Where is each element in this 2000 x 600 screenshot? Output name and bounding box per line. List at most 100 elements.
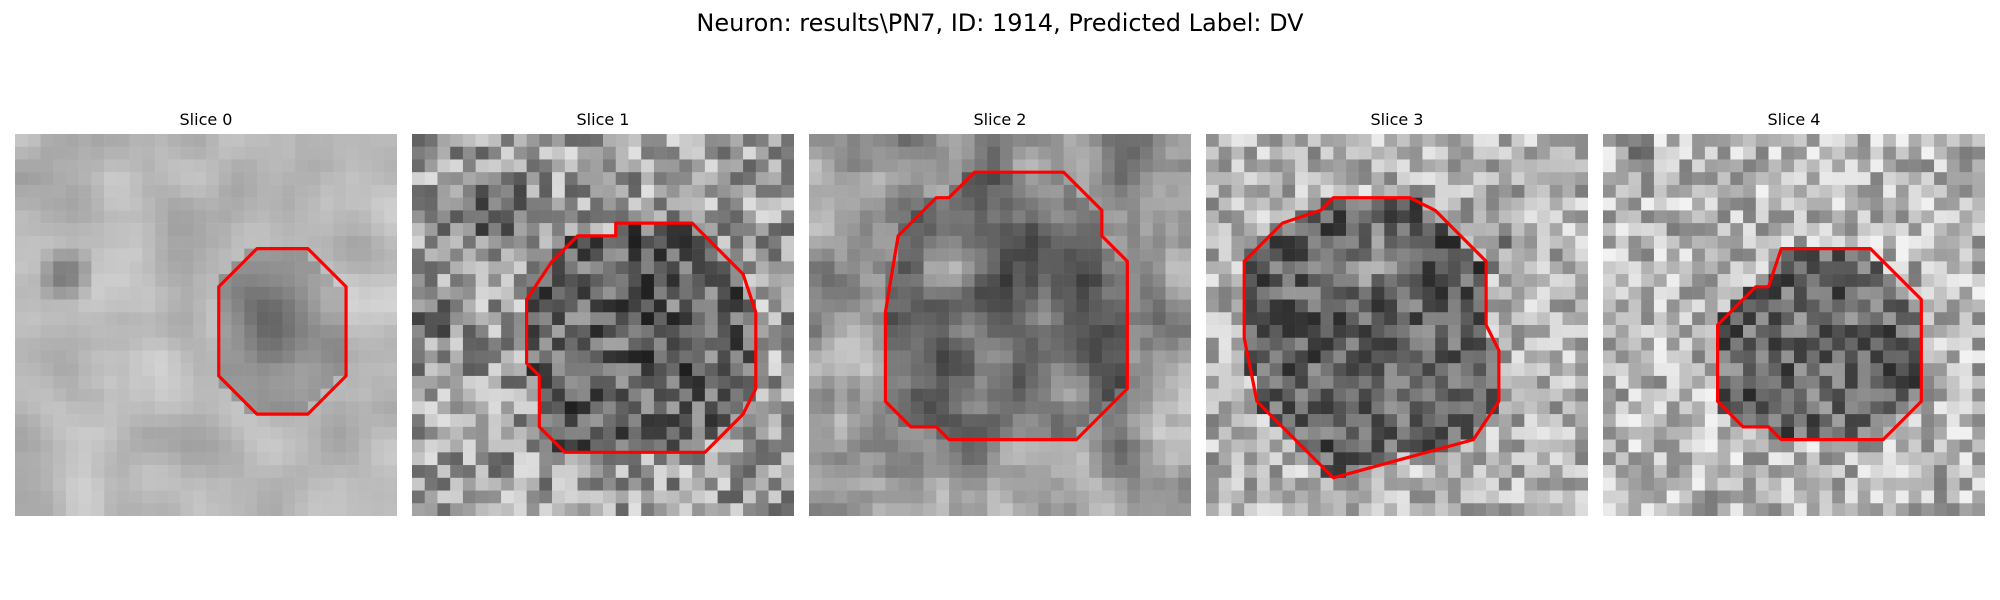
pixel [847,363,861,377]
pixel [1511,477,1525,491]
pixel [424,146,438,160]
pixel [1486,503,1500,516]
pixel [1152,401,1166,415]
pixel [821,465,835,479]
pixel [1524,337,1538,351]
pixel [730,248,744,262]
pixel [910,401,924,415]
pixel [358,210,372,224]
pixel [1498,235,1512,249]
pixel [1025,286,1039,300]
pixel [717,235,731,249]
pixel [603,286,616,300]
pixel [1384,439,1398,453]
pixel [1934,261,1948,275]
pixel [1755,223,1769,237]
pixel [1089,439,1103,453]
pixel [1946,375,1960,389]
pixel [501,261,515,275]
pixel [1921,375,1935,389]
pixel [641,414,655,428]
pixel [27,159,41,173]
pixel [116,465,130,479]
pixel [1101,184,1115,198]
pixel [1895,210,1909,224]
pixel [1537,286,1551,300]
pixel [1628,248,1642,262]
pixel [1603,261,1616,275]
pixel [1537,274,1551,288]
pixel [923,401,937,415]
pixel [78,350,92,364]
pixel [424,388,438,402]
pixel [1972,248,1985,262]
pixel [155,159,169,173]
pixel [1972,363,1985,377]
pixel [412,375,425,389]
pixel [358,223,372,237]
pixel [307,286,321,300]
pixel [1101,134,1115,147]
pixel [307,159,321,173]
pixel [1244,325,1258,338]
pixel [116,477,130,491]
pixel [1076,414,1090,428]
pixel [1206,274,1219,288]
pixel [1679,426,1693,440]
pixel [1743,325,1757,338]
pixel [885,363,899,377]
pixel [1857,197,1871,211]
pixel [206,401,219,415]
pixel [974,401,988,415]
pixel [1460,248,1474,262]
pixel [1524,235,1538,249]
pixel [1653,350,1667,364]
pixel [590,299,604,313]
pixel [730,223,744,237]
pixel [1460,477,1474,491]
pixel [1704,477,1718,491]
pixel [1537,248,1551,262]
pixel [1704,261,1718,275]
pixel [1857,235,1871,249]
pixel [1076,146,1090,160]
pixel [1743,299,1757,313]
pixel [256,286,270,300]
pixel [1409,490,1423,504]
pixel [1140,477,1154,491]
pixel [539,325,553,338]
pixel [462,197,476,211]
pixel [1603,452,1616,466]
pixel [821,197,835,211]
pixel [1409,146,1423,160]
pixel [1972,261,1985,275]
pixel [450,363,464,377]
pixel [1806,197,1820,211]
pixel [1178,312,1191,326]
pixel [1165,134,1179,147]
pixel [590,223,604,237]
pixel [1409,477,1423,491]
pixel [1063,465,1077,479]
pixel [1295,375,1309,389]
pixel [923,503,937,516]
pixel [116,223,130,237]
pixel [1524,274,1538,288]
pixel [320,325,334,338]
pixel [475,325,489,338]
pixel [1320,235,1334,249]
pixel [615,363,629,377]
pixel [755,210,769,224]
pixel [653,388,667,402]
pixel [1244,465,1258,479]
pixel [1486,223,1500,237]
pixel [1063,312,1077,326]
pixel [1409,159,1423,173]
pixel [590,414,604,428]
pixel [513,223,527,237]
pixel [1346,134,1360,147]
pixel [1794,477,1807,491]
pixel [1435,312,1449,326]
pixel [1730,197,1744,211]
pixel [1101,375,1115,389]
